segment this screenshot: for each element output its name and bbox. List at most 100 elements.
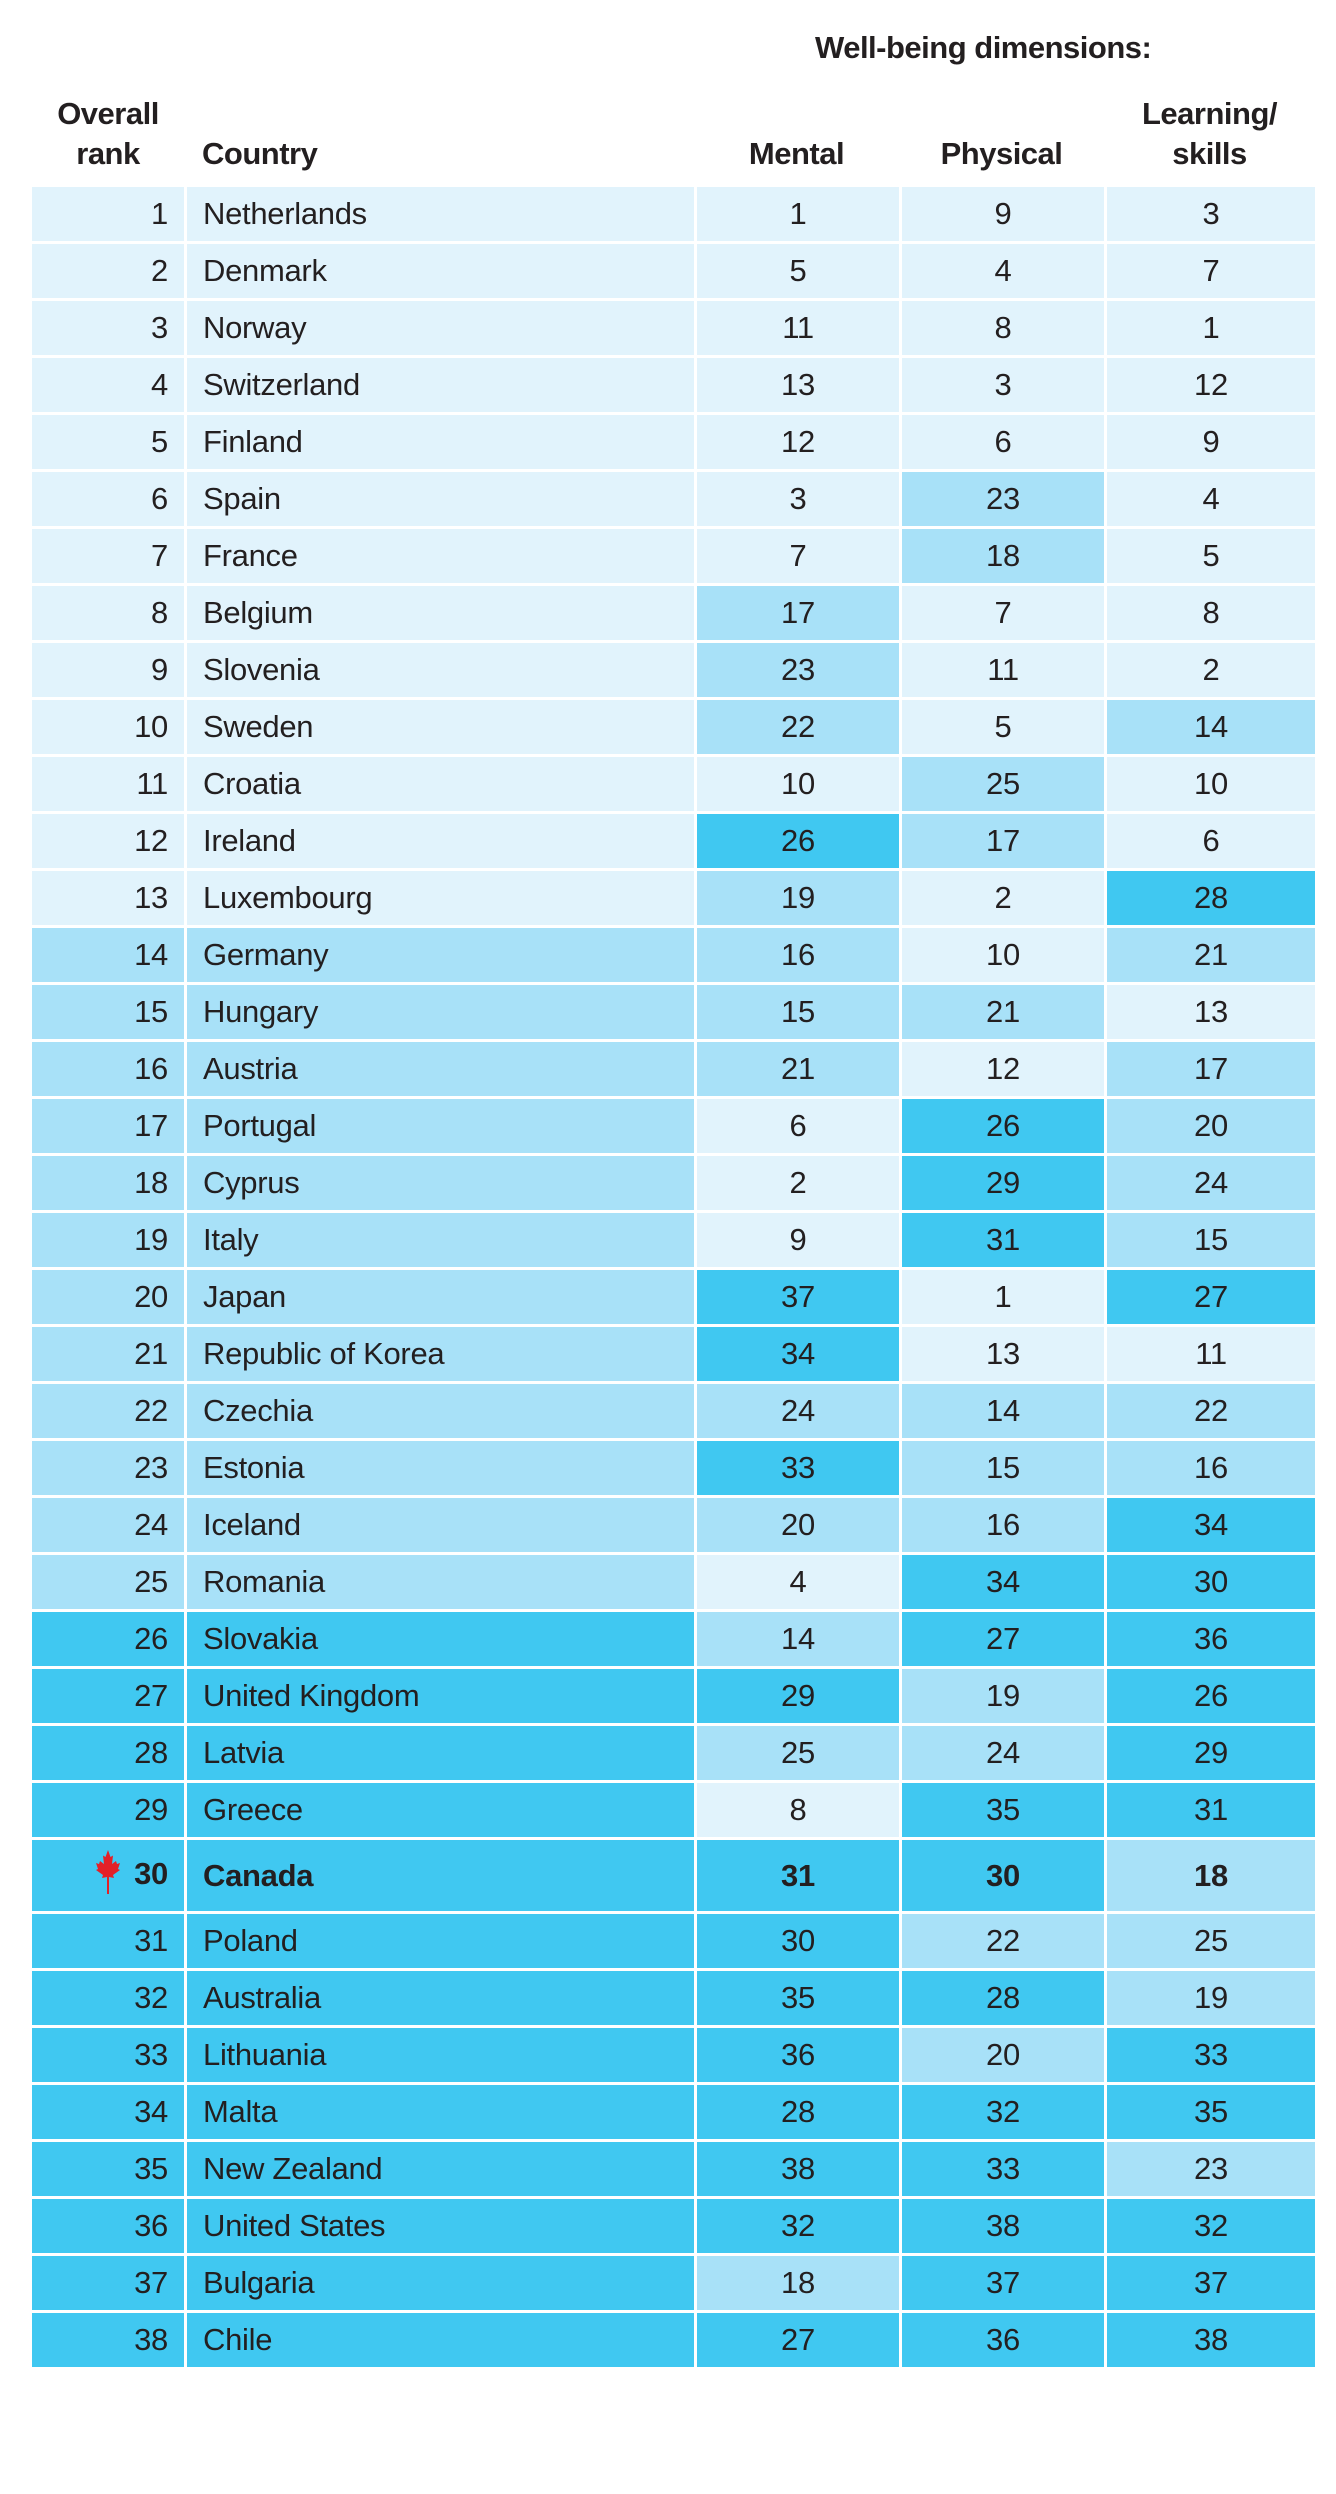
- learning-cell: 38: [1104, 2310, 1318, 2370]
- physical-cell-value: 1: [994, 1279, 1012, 1314]
- wellbeing-dimensions-heading: Well-being dimensions:: [815, 30, 1152, 65]
- country-cell: Croatia: [184, 754, 697, 814]
- rank-cell: 38: [29, 2310, 187, 2370]
- table-row: 25 Romania 4 34 30: [29, 1552, 1318, 1612]
- physical-cell-value: 31: [986, 1222, 1020, 1257]
- mental-cell-value: 36: [781, 2037, 815, 2072]
- learning-cell: 22: [1104, 1381, 1318, 1441]
- wellbeing-ranking-table: 1 Netherlands 1 9 3 2 Denmark 5 4 7 3 Norway 11 8 1 4 Sw…: [29, 184, 1318, 2370]
- learning-cell: 24: [1104, 1153, 1318, 1213]
- physical-cell-value: 24: [986, 1735, 1020, 1770]
- learning-cell-value: 29: [1194, 1735, 1228, 1770]
- physical-cell: 34: [899, 1552, 1107, 1612]
- physical-cell: 38: [899, 2196, 1107, 2256]
- learning-cell-value: 35: [1194, 2094, 1228, 2129]
- country-cell-value: Germany: [203, 937, 329, 972]
- physical-cell-value: 18: [986, 538, 1020, 573]
- country-cell-value: Canada: [203, 1857, 314, 1893]
- table-row: 11 Croatia 10 25 10: [29, 754, 1318, 814]
- rank-cell-value: 20: [134, 1279, 168, 1314]
- rank-cell-value: 16: [134, 1051, 168, 1086]
- learning-cell-value: 2: [1202, 652, 1220, 687]
- learning-cell: 37: [1104, 2253, 1318, 2313]
- learning-cell-value: 31: [1194, 1792, 1228, 1827]
- learning-cell-value: 8: [1202, 595, 1220, 630]
- country-cell-value: Italy: [203, 1222, 259, 1257]
- learning-cell: 2: [1104, 640, 1318, 700]
- physical-cell-value: 13: [986, 1336, 1020, 1371]
- country-cell: Hungary: [184, 982, 697, 1042]
- country-cell: Luxembourg: [184, 868, 697, 928]
- mental-cell-value: 5: [789, 253, 807, 288]
- physical-cell: 14: [899, 1381, 1107, 1441]
- mental-cell-value: 22: [781, 709, 815, 744]
- rank-cell: 25: [29, 1552, 187, 1612]
- mental-cell: 38: [694, 2139, 902, 2199]
- physical-cell: 6: [899, 412, 1107, 472]
- country-cell-value: Slovenia: [203, 652, 320, 687]
- learning-cell-value: 27: [1194, 1279, 1228, 1314]
- learning-cell-value: 4: [1202, 481, 1220, 516]
- country-cell: Poland: [184, 1911, 697, 1971]
- physical-cell: 8: [899, 298, 1107, 358]
- rank-cell-value: 5: [151, 424, 168, 459]
- table-row: 32 Australia 35 28 19: [29, 1968, 1318, 2028]
- rank-cell-value: 37: [134, 2265, 168, 2300]
- country-cell: Norway: [184, 298, 697, 358]
- mental-cell: 15: [694, 982, 902, 1042]
- rank-cell: 6: [29, 469, 187, 529]
- rank-cell: 14: [29, 925, 187, 985]
- mental-cell: 2: [694, 1153, 902, 1213]
- table-row: 9 Slovenia 23 11 2: [29, 640, 1318, 700]
- physical-cell: 26: [899, 1096, 1107, 1156]
- country-cell: Spain: [184, 469, 697, 529]
- country-cell-value: Romania: [203, 1564, 325, 1599]
- physical-cell-value: 14: [986, 1393, 1020, 1428]
- rank-cell: 23: [29, 1438, 187, 1498]
- mental-cell: 7: [694, 526, 902, 586]
- country-cell-value: France: [203, 538, 298, 573]
- learning-cell-value: 23: [1194, 2151, 1228, 2186]
- country-cell: Switzerland: [184, 355, 697, 415]
- rank-cell-value: 3: [151, 310, 168, 345]
- rank-cell-value: 13: [134, 880, 168, 915]
- country-cell-value: United States: [203, 2208, 386, 2243]
- learning-cell: 19: [1104, 1968, 1318, 2028]
- mental-cell: 17: [694, 583, 902, 643]
- learning-cell: 5: [1104, 526, 1318, 586]
- rank-cell: 27: [29, 1666, 187, 1726]
- country-cell: New Zealand: [184, 2139, 697, 2199]
- rank-cell-value: 17: [134, 1108, 168, 1143]
- mental-cell-value: 34: [781, 1336, 815, 1371]
- country-cell-value: Latvia: [203, 1735, 284, 1770]
- physical-cell: 24: [899, 1723, 1107, 1783]
- mental-cell-value: 37: [781, 1279, 815, 1314]
- physical-cell-value: 25: [986, 766, 1020, 801]
- physical-cell-value: 19: [986, 1678, 1020, 1713]
- country-cell: Canada: [184, 1837, 697, 1914]
- country-cell-value: Luxembourg: [203, 880, 373, 915]
- country-cell-value: Poland: [203, 1923, 298, 1958]
- mental-cell-value: 4: [789, 1564, 807, 1599]
- mental-cell: 3: [694, 469, 902, 529]
- learning-cell: 15: [1104, 1210, 1318, 1270]
- mental-cell-value: 10: [781, 766, 815, 801]
- mental-cell: 34: [694, 1324, 902, 1384]
- physical-cell: 35: [899, 1780, 1107, 1840]
- rank-cell: 26: [29, 1609, 187, 1669]
- country-cell-value: Austria: [203, 1051, 298, 1086]
- rank-cell-value: 33: [134, 2037, 168, 2072]
- learning-cell-value: 1: [1202, 310, 1220, 345]
- rank-cell-value: 19: [134, 1222, 168, 1257]
- country-cell: France: [184, 526, 697, 586]
- rank-cell: 31: [29, 1911, 187, 1971]
- country-cell-value: Sweden: [203, 709, 314, 744]
- rank-cell-value: 30: [134, 1855, 168, 1891]
- physical-cell: 28: [899, 1968, 1107, 2028]
- rank-cell: 5: [29, 412, 187, 472]
- rank-cell: 9: [29, 640, 187, 700]
- physical-cell: 9: [899, 184, 1107, 244]
- country-cell: Republic of Korea: [184, 1324, 697, 1384]
- physical-cell-value: 35: [986, 1792, 1020, 1827]
- physical-cell-value: 15: [986, 1450, 1020, 1485]
